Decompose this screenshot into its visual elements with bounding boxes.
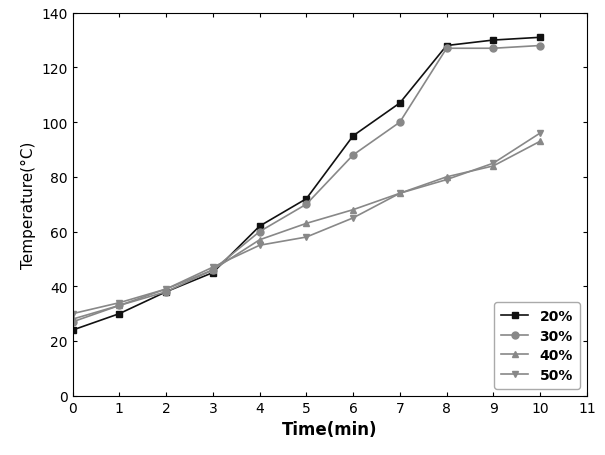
50% [116,300,123,306]
Line: 40%: 40% [69,138,543,323]
30% [489,46,497,52]
50% [489,161,497,167]
50% [256,243,263,248]
50% [350,216,357,221]
20% [256,224,263,229]
30% [443,46,450,52]
40% [443,175,450,180]
50% [302,235,310,240]
30% [209,268,217,273]
50% [396,191,404,197]
20% [116,311,123,317]
20% [537,35,544,41]
30% [537,44,544,49]
20% [209,270,217,276]
50% [69,311,76,317]
40% [396,191,404,197]
Line: 30%: 30% [69,43,543,326]
50% [537,131,544,136]
30% [163,289,170,295]
X-axis label: Time(min): Time(min) [282,420,378,438]
20% [302,197,310,202]
40% [489,164,497,169]
40% [350,207,357,213]
40% [209,268,217,273]
30% [350,153,357,158]
Y-axis label: Temperature(°C): Temperature(°C) [21,141,36,268]
40% [302,221,310,227]
20% [443,44,450,49]
40% [537,139,544,145]
40% [69,317,76,322]
40% [256,238,263,243]
20% [350,134,357,139]
40% [163,287,170,292]
30% [69,319,76,325]
Line: 50%: 50% [69,130,543,318]
50% [163,287,170,292]
20% [163,289,170,295]
20% [396,101,404,106]
40% [116,303,123,308]
Legend: 20%, 30%, 40%, 50%: 20%, 30%, 40%, 50% [494,303,580,389]
20% [69,328,76,333]
30% [256,229,263,235]
20% [489,38,497,44]
50% [443,177,450,183]
50% [209,265,217,270]
30% [396,120,404,126]
30% [302,202,310,207]
Line: 20%: 20% [69,35,543,334]
30% [116,303,123,308]
